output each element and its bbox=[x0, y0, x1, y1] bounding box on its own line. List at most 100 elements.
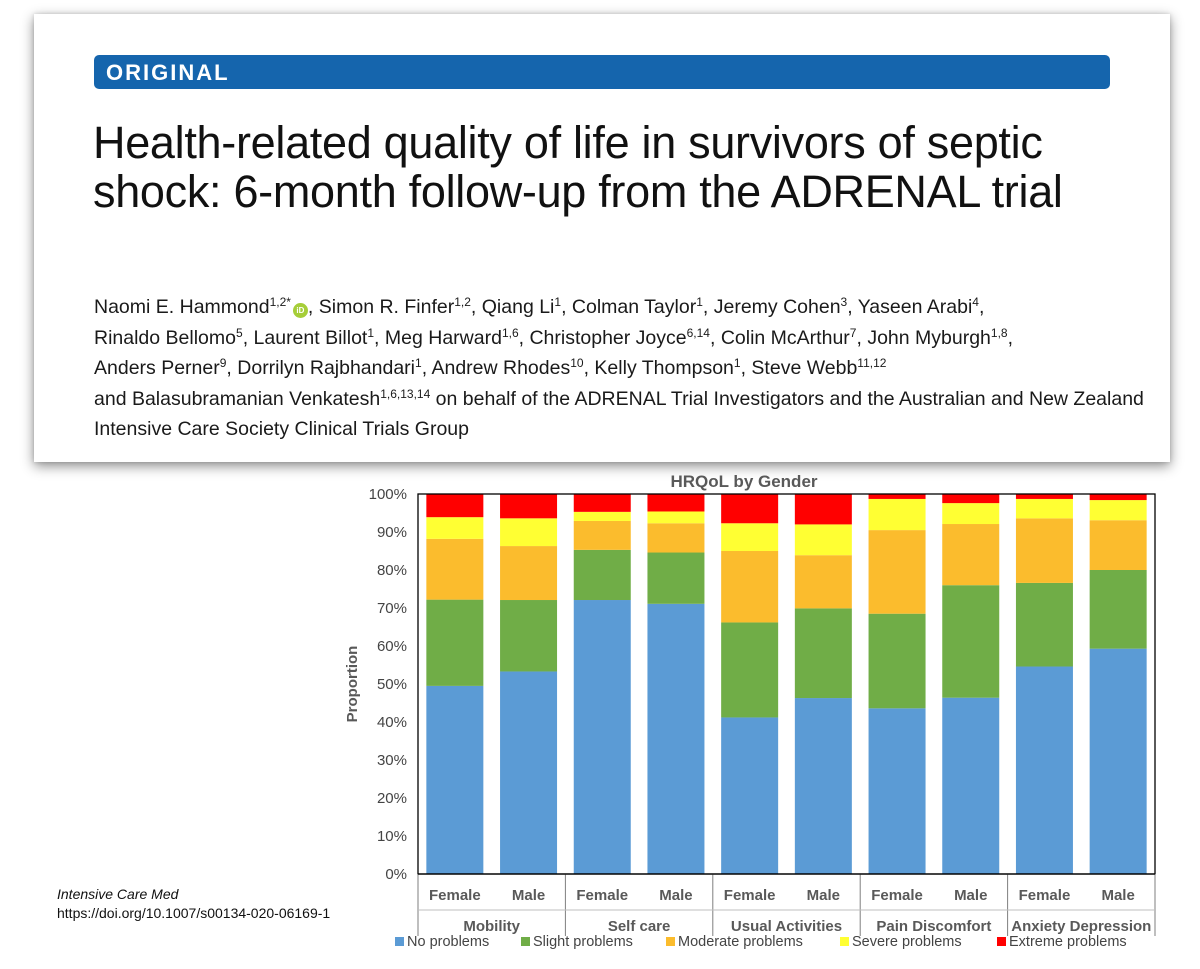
bar-segment bbox=[942, 503, 1000, 525]
y-tick-label: 100% bbox=[369, 486, 407, 503]
bar-segment bbox=[1089, 494, 1147, 501]
bar-segment bbox=[426, 494, 484, 518]
bar-segment bbox=[573, 600, 631, 874]
bar-segment bbox=[573, 494, 631, 512]
category-label: Male bbox=[1101, 887, 1134, 904]
author-affiliation: 4 bbox=[972, 295, 979, 309]
category-label: Male bbox=[954, 887, 987, 904]
bar-segment bbox=[942, 494, 1000, 504]
bar-segment bbox=[500, 600, 558, 672]
bar-segment bbox=[868, 530, 926, 614]
bar-segment bbox=[942, 585, 1000, 698]
bar-segment bbox=[721, 494, 779, 524]
author-name: Naomi E. Hammond bbox=[94, 296, 270, 318]
bar-segment bbox=[573, 520, 631, 550]
category-label: Male bbox=[512, 887, 545, 904]
bar-segment bbox=[500, 671, 558, 874]
bar-segment bbox=[1089, 520, 1147, 570]
group-label: Pain Discomfort bbox=[876, 918, 991, 935]
bar-segment bbox=[868, 613, 926, 709]
author-name: Meg Harward bbox=[384, 326, 502, 349]
doi-link[interactable]: https://doi.org/10.1007/s00134-020-06169… bbox=[57, 905, 331, 921]
bar-segment bbox=[868, 498, 926, 531]
legend-swatch bbox=[666, 937, 675, 946]
y-tick-label: 90% bbox=[377, 524, 407, 541]
author-name: Rinaldo Bellomo bbox=[94, 326, 236, 349]
legend-entry: Slight problems bbox=[533, 934, 633, 950]
author-name: Dorrilyn Rajbhandari bbox=[237, 357, 416, 379]
author-affiliation: 1 bbox=[415, 356, 422, 370]
author-name: Simon R. Finfer bbox=[318, 296, 455, 318]
article-header-card: ORIGINAL Health-related quality of life … bbox=[34, 14, 1170, 462]
author-name: Yaseen Arabi bbox=[857, 296, 973, 318]
y-tick-label: 70% bbox=[377, 600, 407, 617]
bar-segment bbox=[573, 549, 631, 601]
bar-segment bbox=[1015, 518, 1073, 583]
y-tick-label: 80% bbox=[377, 562, 407, 579]
author-affiliation: 1 bbox=[733, 356, 741, 370]
category-label: Female bbox=[1019, 887, 1071, 904]
bar-segment bbox=[721, 523, 779, 551]
bar-segment bbox=[942, 524, 1000, 586]
author-affiliation: 6,14 bbox=[686, 325, 710, 340]
bar-segment bbox=[647, 523, 705, 553]
author-affiliation: 10 bbox=[570, 356, 584, 370]
journal-name: Intensive Care Med bbox=[57, 886, 179, 902]
article-type-banner: ORIGINAL bbox=[94, 55, 1110, 89]
bar-segment bbox=[1015, 498, 1073, 519]
y-tick-label: 0% bbox=[385, 866, 407, 883]
legend-swatch bbox=[840, 937, 849, 946]
author-name: Steve Webb bbox=[751, 357, 858, 379]
author-affiliation: 1 bbox=[367, 325, 375, 340]
bar-segment bbox=[647, 494, 705, 512]
author-affiliation: 7 bbox=[849, 325, 857, 340]
bar-segment bbox=[1015, 666, 1073, 874]
bar-segment bbox=[794, 698, 852, 874]
bar-segment bbox=[426, 538, 484, 600]
authors-suffix: on behalf of the ADRENAL Trial Investiga… bbox=[94, 387, 1144, 441]
chart-title: HRQoL by Gender bbox=[670, 472, 817, 491]
category-label: Male bbox=[807, 887, 840, 904]
author-name: Balasubramanian Venkatesh bbox=[131, 387, 381, 410]
bar-segment bbox=[794, 494, 852, 525]
bar-segment bbox=[721, 622, 779, 718]
legend-swatch bbox=[521, 937, 530, 946]
bar-segment bbox=[794, 608, 852, 699]
author-affiliation: 9 bbox=[219, 356, 227, 370]
article-title: Health-related quality of life in surviv… bbox=[93, 117, 1063, 217]
group-label: Mobility bbox=[463, 918, 520, 935]
bar-segment bbox=[647, 511, 705, 524]
bar-segment bbox=[1015, 582, 1073, 667]
bar-segment bbox=[1015, 494, 1073, 499]
orcid-icon[interactable]: iD bbox=[292, 303, 308, 318]
bar-segment bbox=[426, 517, 484, 539]
legend-entry: Moderate problems bbox=[678, 934, 803, 950]
author-affiliation: 5 bbox=[236, 325, 243, 340]
bar-segment bbox=[794, 555, 852, 609]
legend-swatch bbox=[395, 937, 404, 946]
category-label: Female bbox=[576, 887, 628, 904]
author-list: Naomi E. Hammond1,2*iD, Simon R. Finfer1… bbox=[94, 295, 1144, 441]
author-affiliation: 3 bbox=[840, 295, 848, 309]
author-affiliation: 1,6 bbox=[501, 325, 519, 340]
author-affiliation: 1 bbox=[554, 295, 562, 309]
legend-swatch bbox=[997, 937, 1006, 946]
group-label: Anxiety Depression bbox=[1011, 918, 1151, 935]
y-axis-label: Proportion bbox=[344, 646, 361, 723]
author-name: Andrew Rhodes bbox=[431, 357, 571, 379]
author-name: Anders Perner bbox=[94, 357, 220, 379]
y-tick-label: 10% bbox=[377, 828, 407, 845]
bar-segment bbox=[1089, 570, 1147, 649]
author-name: John Myburgh bbox=[867, 326, 991, 349]
bar-segment bbox=[647, 603, 705, 874]
bar-segment bbox=[500, 494, 558, 519]
category-label: Female bbox=[724, 887, 776, 904]
author-affiliation: 11,12 bbox=[857, 356, 887, 370]
citation: Intensive Care Med https://doi.org/10.10… bbox=[57, 885, 330, 923]
bar-segment bbox=[573, 511, 631, 521]
category-label: Male bbox=[659, 887, 692, 904]
author-name: Qiang Li bbox=[481, 296, 555, 318]
bar-segment bbox=[794, 524, 852, 556]
legend-entry: Extreme problems bbox=[1009, 934, 1127, 950]
